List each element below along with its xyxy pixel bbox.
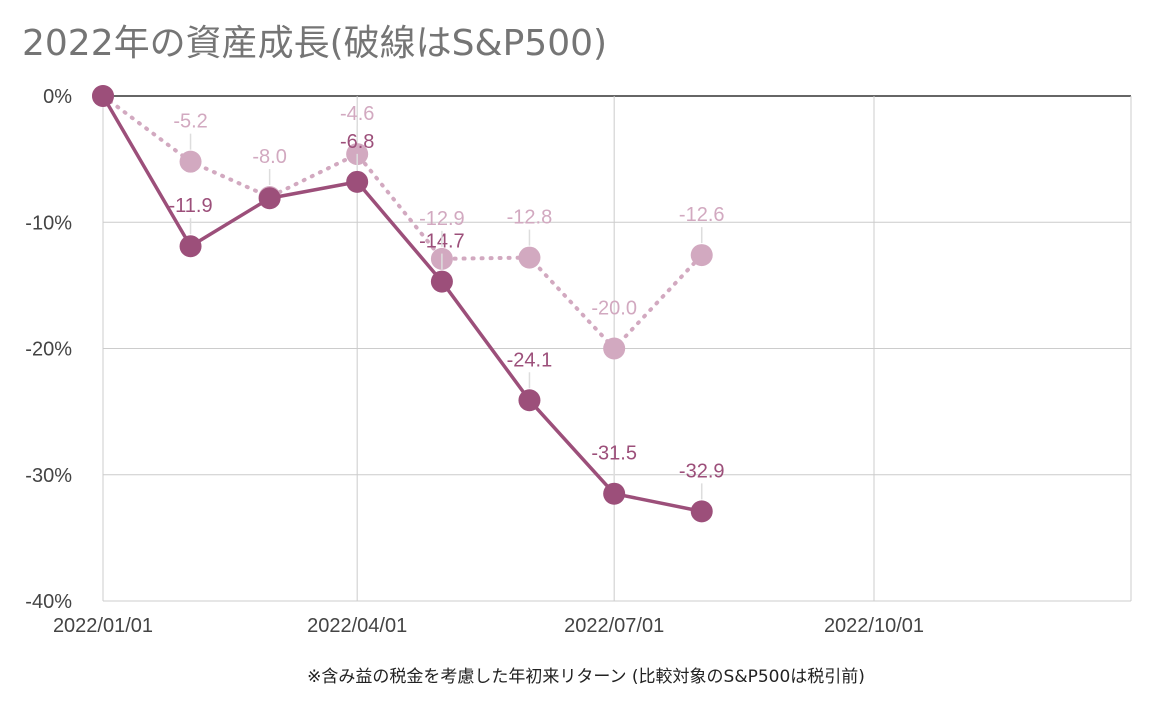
portfolio-line [101,95,703,514]
data-label: -31.5 [591,443,637,465]
x-tick-label: 2022/10/01 [824,615,924,637]
x-tick-label: 2022/01/01 [53,615,153,637]
sp500-line [101,94,704,351]
chart-caption: ※含み益の税金を考慮した年初来リターン (比較対象のS&P500は税引前) [307,667,865,687]
portfolio-point [518,389,541,412]
series-group [92,85,713,523]
data-label: -12.9 [419,208,465,230]
portfolio-point [603,482,626,505]
portfolio-point [690,500,713,523]
portfolio-point [92,85,114,107]
portfolio-point [258,187,281,210]
x-axis-ticks: 2022/01/01 2022/04/01 2022/07/01 2022/10/01 [53,615,924,637]
sp500-point [690,244,713,267]
y-tick-label: -20% [25,339,72,361]
sp500-point [179,150,202,173]
portfolio-point [430,270,453,293]
sp500-point [603,337,626,360]
data-labels: -11.9-6.8-14.7-24.1-31.5-32.9-5.2-8.0-4.… [168,103,725,500]
data-label: -24.1 [507,349,553,371]
y-tick-label: -10% [25,212,72,234]
y-tick-label: 0% [43,86,72,108]
data-label: -12.8 [507,207,553,229]
data-label: -32.9 [679,460,725,482]
data-label: -20.0 [591,298,637,320]
y-axis-ticks: 0% -10% -20% -30% -40% [25,86,72,613]
data-label: -11.9 [168,195,212,217]
sp500-point [518,246,541,269]
portfolio-point [346,170,369,193]
y-tick-label: -40% [25,591,72,613]
data-label: -5.2 [173,111,207,133]
x-tick-label: 2022/04/01 [307,615,407,637]
data-label: -12.6 [679,204,725,226]
chart-title: 2022年の資産成長(破線はS&P500) [22,23,608,64]
y-tick-label: -30% [25,465,72,487]
x-tick-label: 2022/07/01 [564,615,664,637]
data-label: -4.6 [340,103,374,125]
portfolio-point [179,235,202,258]
data-label: -8.0 [252,146,286,168]
